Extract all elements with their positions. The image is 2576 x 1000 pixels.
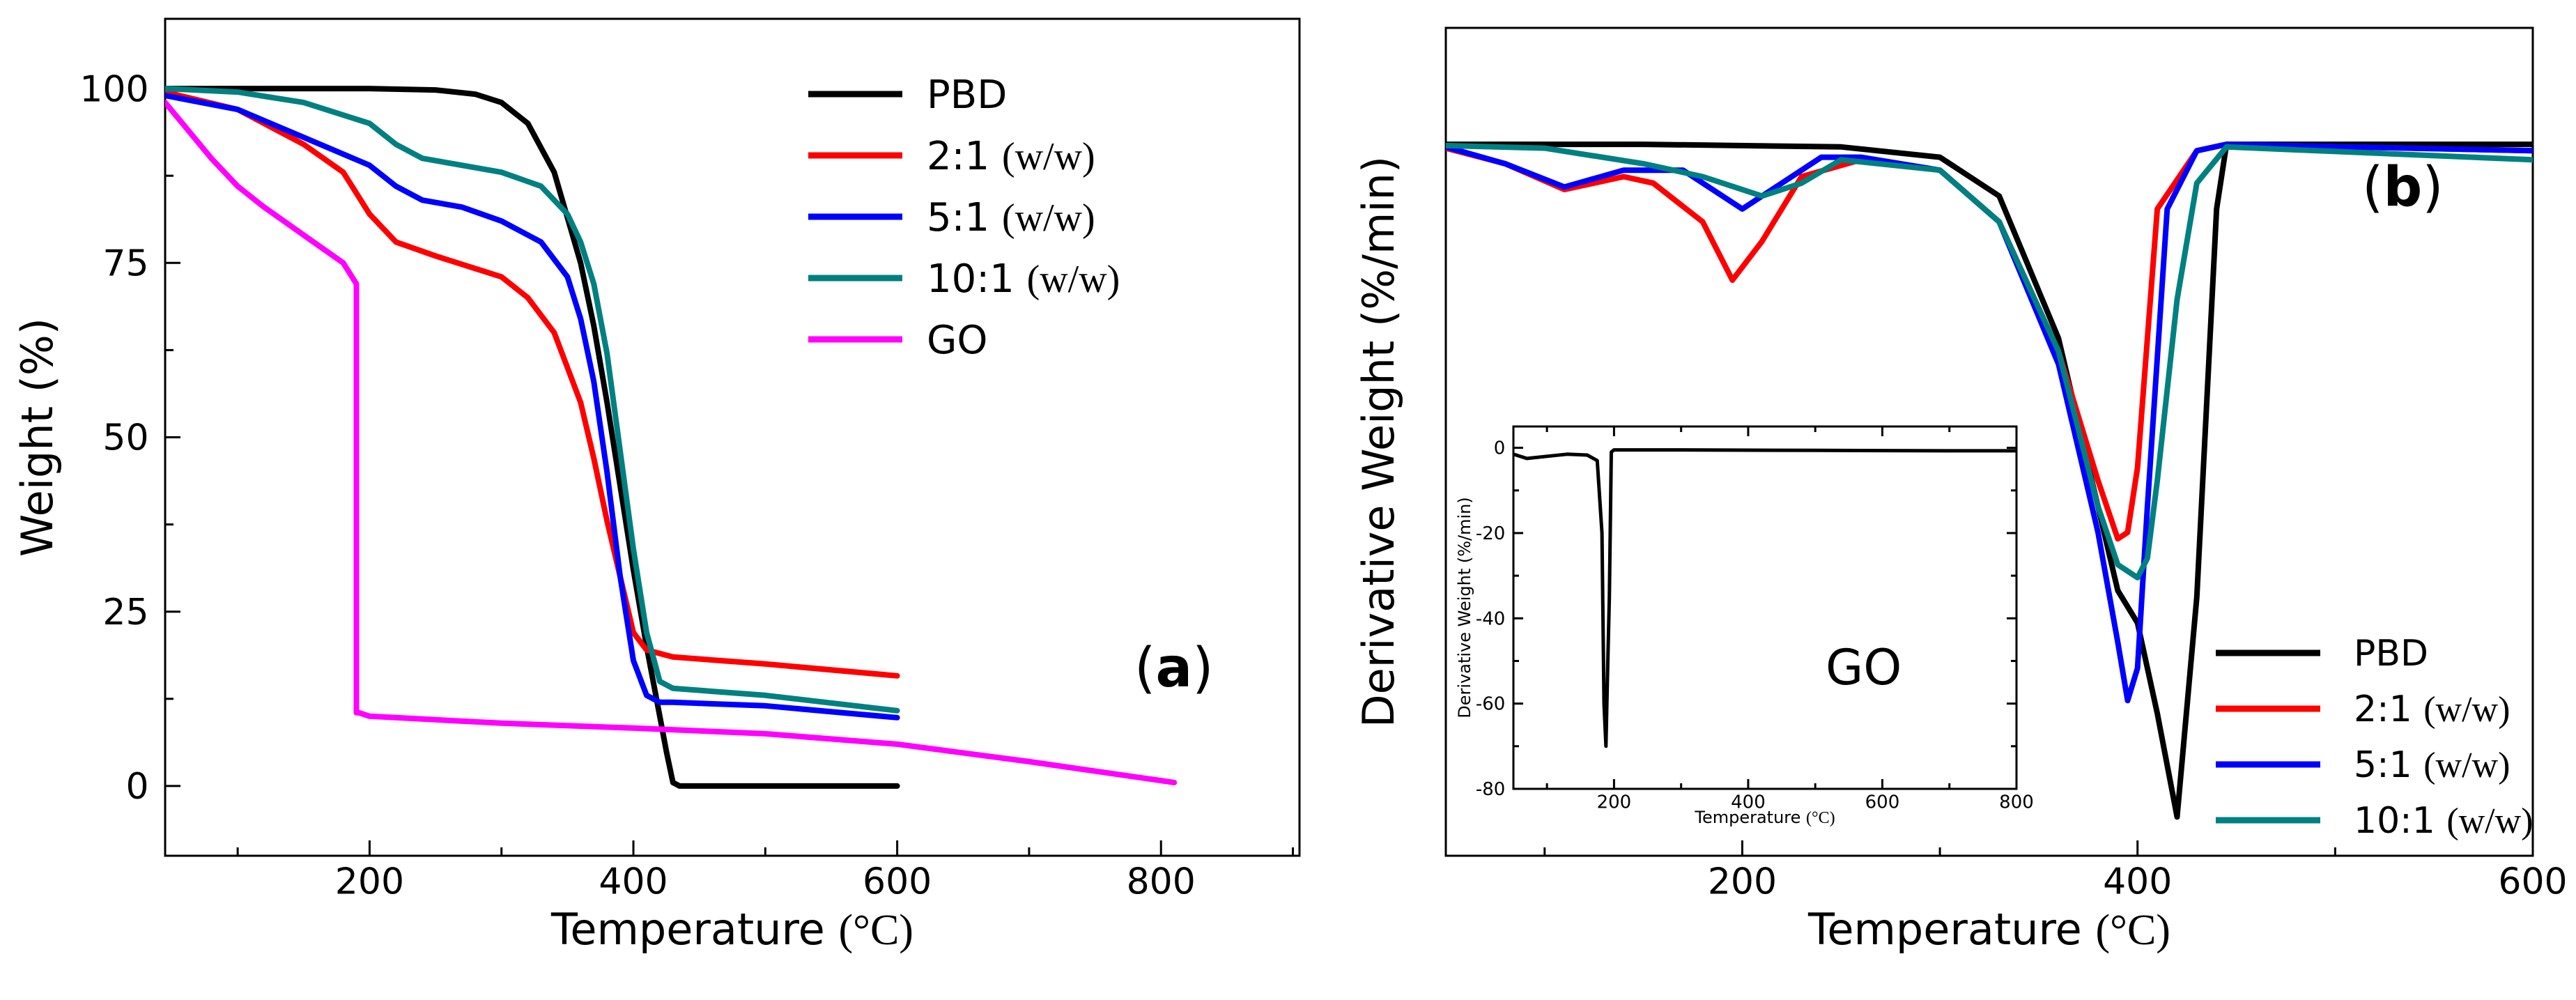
legend-label: 5:1 (w/w) [2354,744,2510,786]
legend-label: 10:1 (w/w) [927,256,1120,302]
x-tick-label: 200 [1708,861,1777,903]
y-tick-label: 0 [1494,438,1506,459]
panel-b-label: (b) [2362,156,2444,219]
legend-label: 5:1 (w/w) [927,195,1095,240]
series-line-go [1513,448,2016,748]
panel-a: 200 400 600 800 0 25 50 75 100 Temperature (°C) We… [12,17,1301,955]
series-line-pbd [165,86,900,789]
panel-b-legend: PBD 2:1 (w/w) 5:1 (w/w) 10:1 (w/w) [2216,633,2533,842]
panel-b-plot-area [1446,141,2533,820]
y-tick-label: -80 [1476,779,1505,800]
series-line-5-1-w-w- [165,93,900,721]
x-tick-label: 600 [863,861,932,903]
x-tick-label: 800 [1999,792,2034,813]
inset-go: 200 400 600 800 0 -20 -40 -60 -80 Temperature (°C… [1455,425,2034,827]
panel-a-x-axis-label: Temperature (°C) [550,904,913,955]
inset-background [1513,426,2016,789]
inset-go-label: GO [1826,639,1902,696]
y-tick-label: -20 [1476,523,1505,544]
y-tick-label: 75 [102,243,148,284]
y-tick-label: 100 [79,68,148,110]
x-tick-label: 600 [1865,792,1900,813]
x-tick-label: 200 [1597,792,1632,813]
panel-b-frame [1444,26,2534,857]
x-tick-label: 400 [2103,861,2172,903]
x-tick-label: 600 [2498,861,2567,903]
panel-b-x-axis-label: Temperature (°C) [1807,904,2170,955]
legend-label: 2:1 (w/w) [2354,689,2510,730]
panel-a-plot-area [165,86,1178,789]
series-line-pbd [1446,141,2533,820]
y-tick-label: 0 [126,766,149,808]
x-tick-label: 800 [1127,861,1196,903]
panel-a-y-axis-label: Weight (%) [12,318,63,557]
y-tick-label: -40 [1476,608,1505,629]
legend-label: 2:1 (w/w) [927,134,1095,179]
series-line-10-1-w-w- [165,86,900,714]
inset-go-y-axis-label: Derivative Weight (%/min) [1455,497,1474,718]
panel-a-legend: PBD 2:1 (w/w) 5:1 (w/w) 10:1 (w/w) GO [808,72,1120,363]
series-line-go [165,100,1178,785]
legend-label: PBD [927,72,1007,118]
x-tick-label: 400 [1731,792,1766,813]
inset-go-plot-area [1513,448,2016,748]
legend-label: PBD [2354,633,2428,675]
legend-label: GO [927,318,987,363]
panel-b-y-axis-label: Derivative Weight (%/min) [1353,156,1404,728]
panel-a-label: (a) [1134,637,1214,700]
x-tick-label: 400 [599,861,668,903]
legend-label: 10:1 (w/w) [2354,800,2533,842]
y-tick-label: -60 [1476,694,1505,715]
inset-go-x-axis-label: Temperature (°C) [1694,808,1835,827]
x-tick-label: 200 [335,861,404,903]
inset-go-frame [1512,425,2018,790]
panel-b: 200 400 600 Temperature (°C) Derivative Weig… [1353,26,2568,955]
series-line-10-1-w-w- [1446,142,2533,580]
y-tick-label: 25 [102,592,148,633]
y-tick-label: 50 [102,417,148,459]
series-line-2-1-w-w- [165,89,900,679]
